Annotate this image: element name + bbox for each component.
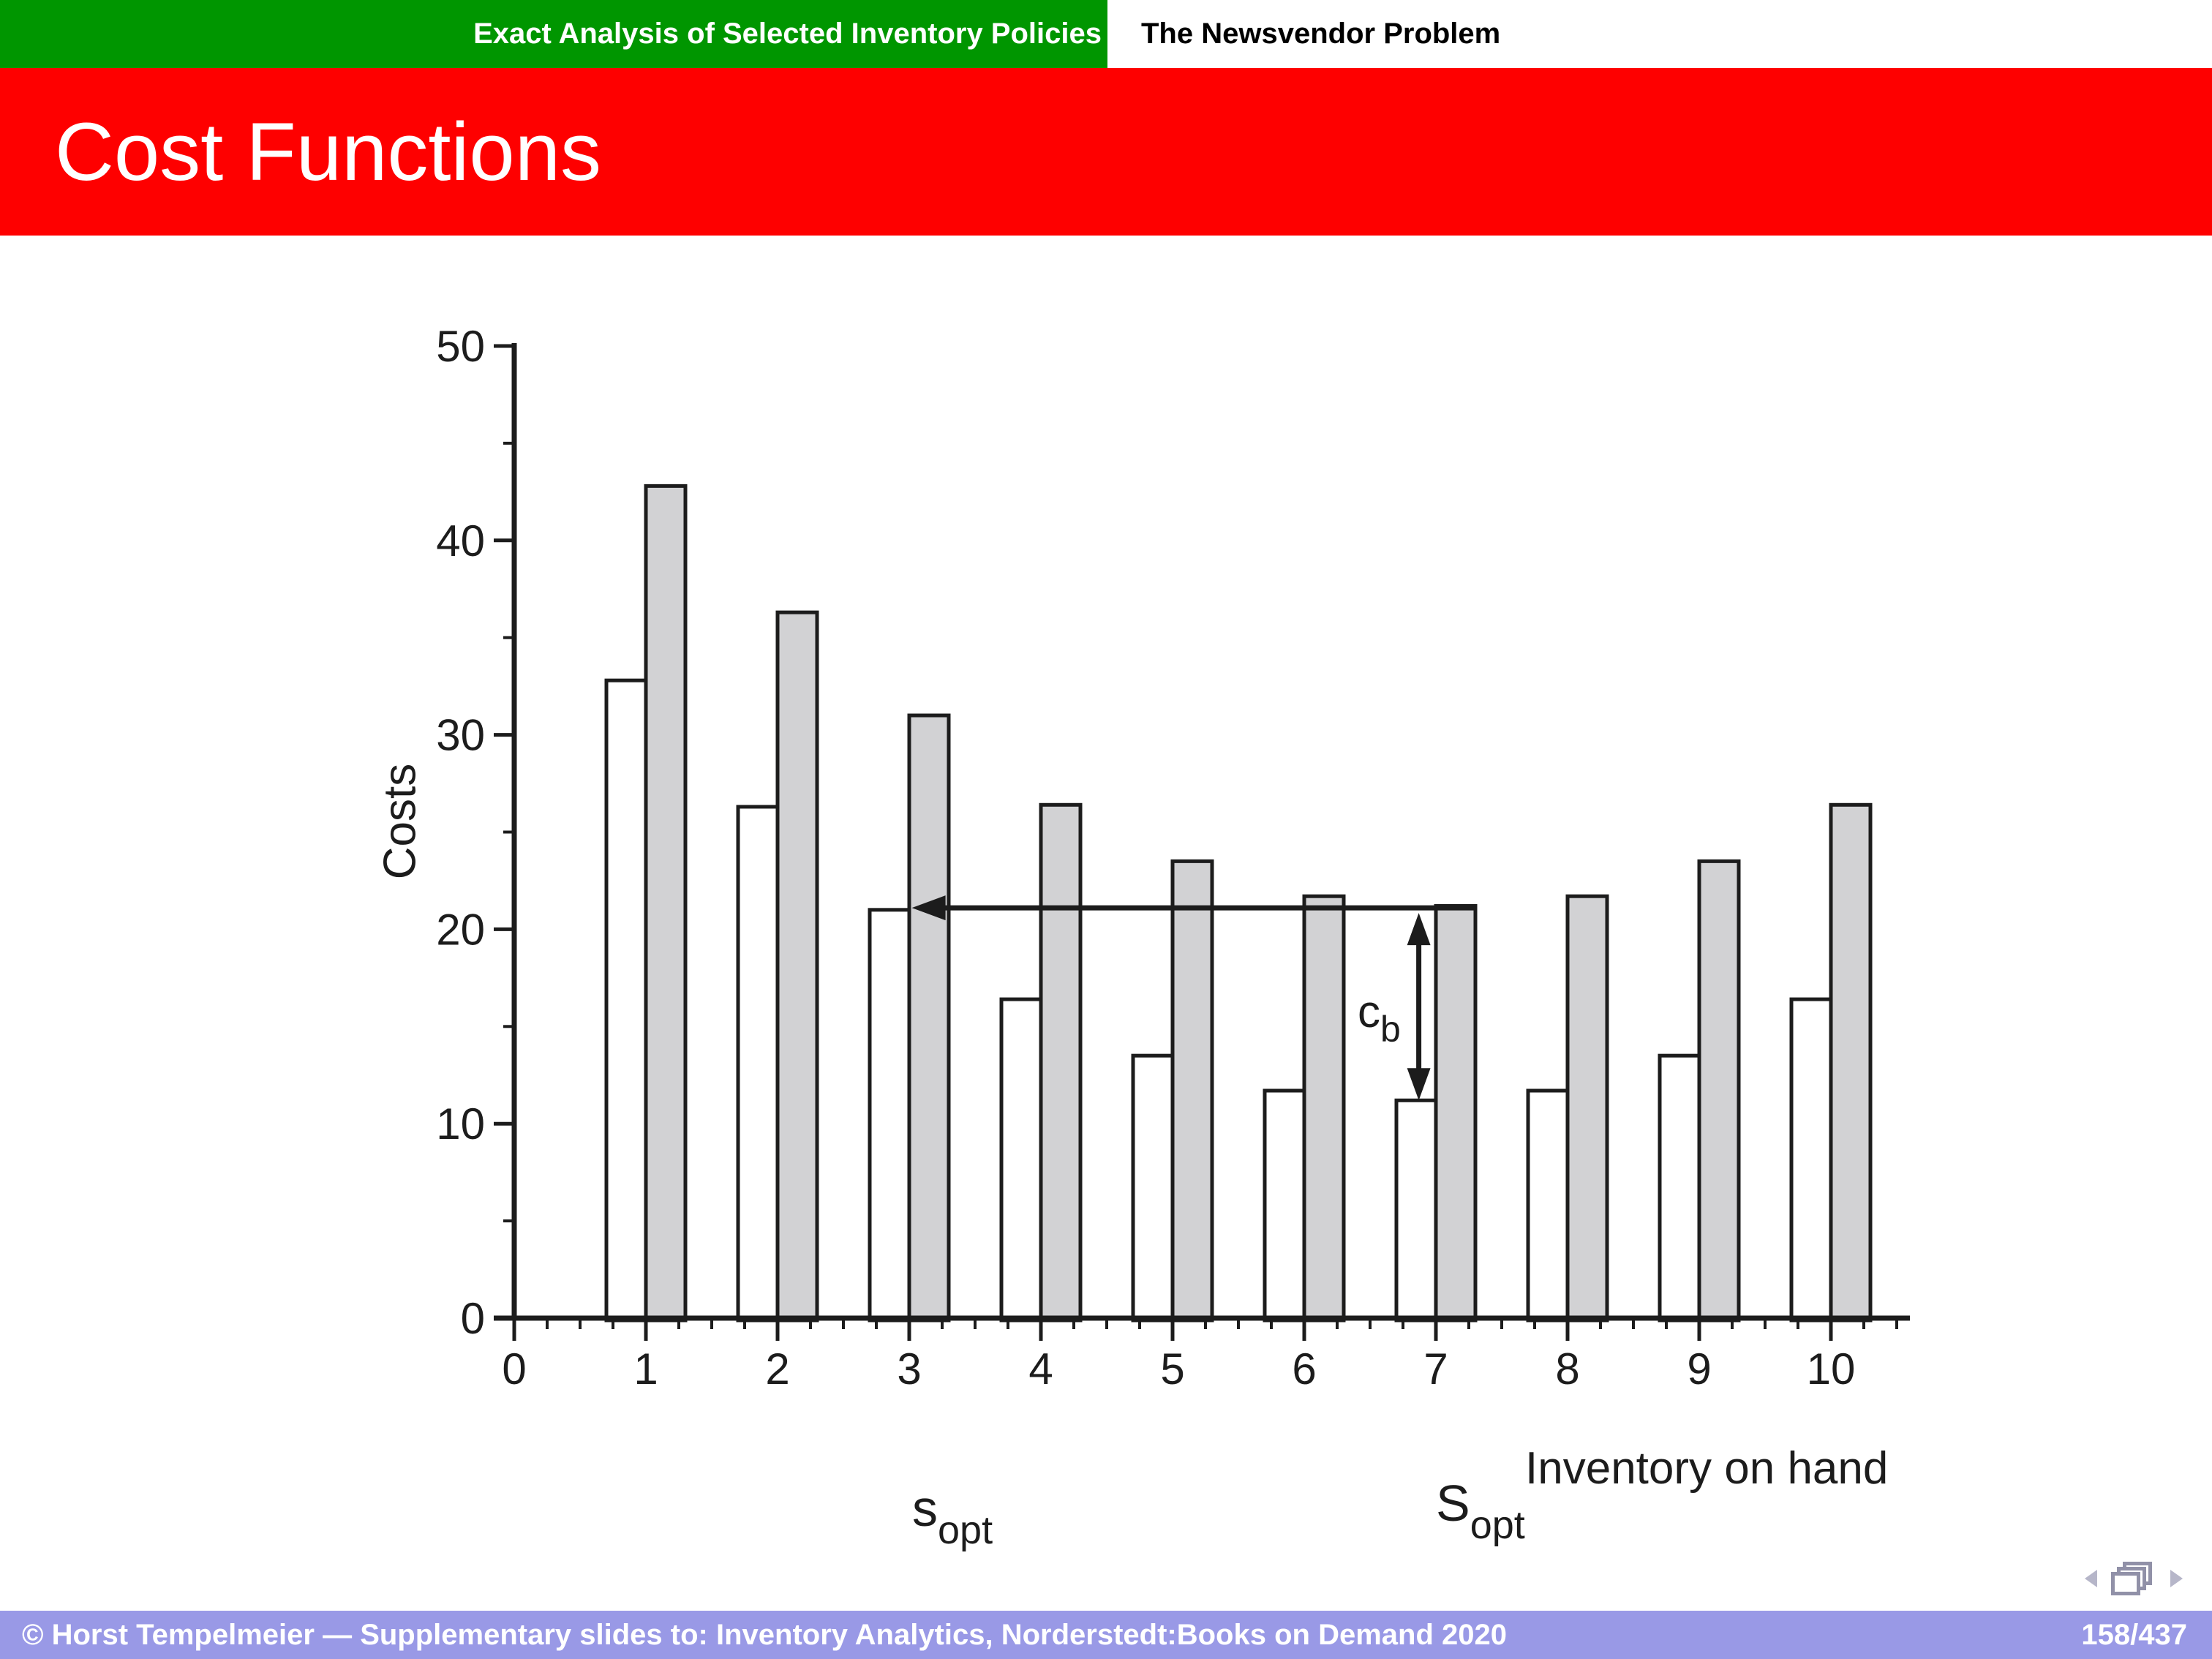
subsection-title: The Newsvendor Problem xyxy=(1141,18,1501,50)
x-tick-label-6: 6 xyxy=(1292,1344,1316,1393)
frame-front-rect xyxy=(2111,1572,2140,1595)
bar-gray-1 xyxy=(644,484,688,1323)
x-tick-label-1: 1 xyxy=(633,1344,658,1393)
bar-white-1 xyxy=(604,678,648,1323)
s-opt-base: s xyxy=(912,1480,938,1537)
bar-white-2 xyxy=(736,805,780,1323)
bar-white-4 xyxy=(999,997,1043,1323)
x-tick-label-0: 0 xyxy=(502,1344,526,1393)
x-tick-label-4: 4 xyxy=(1028,1344,1053,1393)
S-opt-sub: opt xyxy=(1470,1503,1525,1547)
bar-white-3 xyxy=(868,908,911,1323)
bar-white-10 xyxy=(1789,997,1833,1323)
x-tick-label-8: 8 xyxy=(1555,1344,1579,1393)
y-tick-label-10: 10 xyxy=(436,1099,485,1148)
prev-slide-icon[interactable] xyxy=(2085,1570,2097,1587)
S-opt-base: S xyxy=(1436,1475,1470,1532)
x-tick-label-7: 7 xyxy=(1423,1344,1448,1393)
bar-gray-4 xyxy=(1039,802,1083,1323)
next-slide-icon[interactable] xyxy=(2170,1570,2183,1587)
cb-arrow-head-up xyxy=(1407,913,1431,946)
y-tick-label-40: 40 xyxy=(436,516,485,565)
navigation-bar xyxy=(2082,1560,2192,1598)
bar-white-9 xyxy=(1658,1053,1701,1323)
frame-title-bar: Cost Functions xyxy=(0,68,2212,236)
bar-white-6 xyxy=(1263,1088,1306,1323)
header-bar: Exact Analysis of Selected Inventory Pol… xyxy=(0,0,2212,68)
y-tick-label-0: 0 xyxy=(461,1294,485,1343)
copyright-text: © Horst Tempelmeier — Supplementary slid… xyxy=(22,1618,1507,1651)
bar-gray-6 xyxy=(1302,894,1346,1323)
cb-cost-label: cb xyxy=(1358,986,1401,1050)
cb-arrow-head-down xyxy=(1407,1068,1431,1101)
x-tick-label-9: 9 xyxy=(1687,1344,1711,1393)
header-subsection-cell: The Newsvendor Problem xyxy=(1107,0,2212,68)
bar-gray-7 xyxy=(1434,904,1478,1323)
bar-gray-10 xyxy=(1829,802,1873,1323)
header-section-cell: Exact Analysis of Selected Inventory Pol… xyxy=(0,0,1107,68)
x-tick-label-5: 5 xyxy=(1160,1344,1184,1393)
bar-white-5 xyxy=(1131,1053,1175,1323)
y-tick-label-50: 50 xyxy=(436,322,485,371)
bar-gray-5 xyxy=(1170,859,1214,1323)
bar-white-8 xyxy=(1526,1088,1570,1323)
bar-gray-2 xyxy=(775,610,819,1323)
page-title: Cost Functions xyxy=(55,106,601,198)
x-tick-label-2: 2 xyxy=(765,1344,789,1393)
y-axis-label: Costs xyxy=(375,763,426,880)
x-tick-label-3: 3 xyxy=(897,1344,921,1393)
x-axis-label: Inventory on hand xyxy=(1525,1443,1889,1494)
cost-level-arrow-head xyxy=(911,895,946,921)
cb-base: c xyxy=(1358,987,1380,1037)
s-opt-label: sopt xyxy=(912,1479,993,1552)
page-number: 158/437 xyxy=(2081,1618,2187,1651)
y-tick-label-30: 30 xyxy=(436,711,485,760)
y-tick-label-20: 20 xyxy=(436,905,485,954)
cb-sub: b xyxy=(1380,1009,1401,1050)
frame-overview-icon[interactable] xyxy=(2111,1562,2152,1595)
section-title: Exact Analysis of Selected Inventory Pol… xyxy=(473,18,1102,50)
bar-gray-3 xyxy=(907,713,951,1323)
bar-gray-8 xyxy=(1565,894,1609,1323)
bar-gray-9 xyxy=(1697,859,1741,1323)
s-opt-sub: opt xyxy=(938,1508,993,1552)
x-tick-label-10: 10 xyxy=(1807,1344,1856,1393)
bar-white-7 xyxy=(1394,1098,1438,1323)
S-opt-label: Sopt xyxy=(1436,1474,1525,1547)
footer-bar: © Horst Tempelmeier — Supplementary slid… xyxy=(0,1611,2212,1659)
